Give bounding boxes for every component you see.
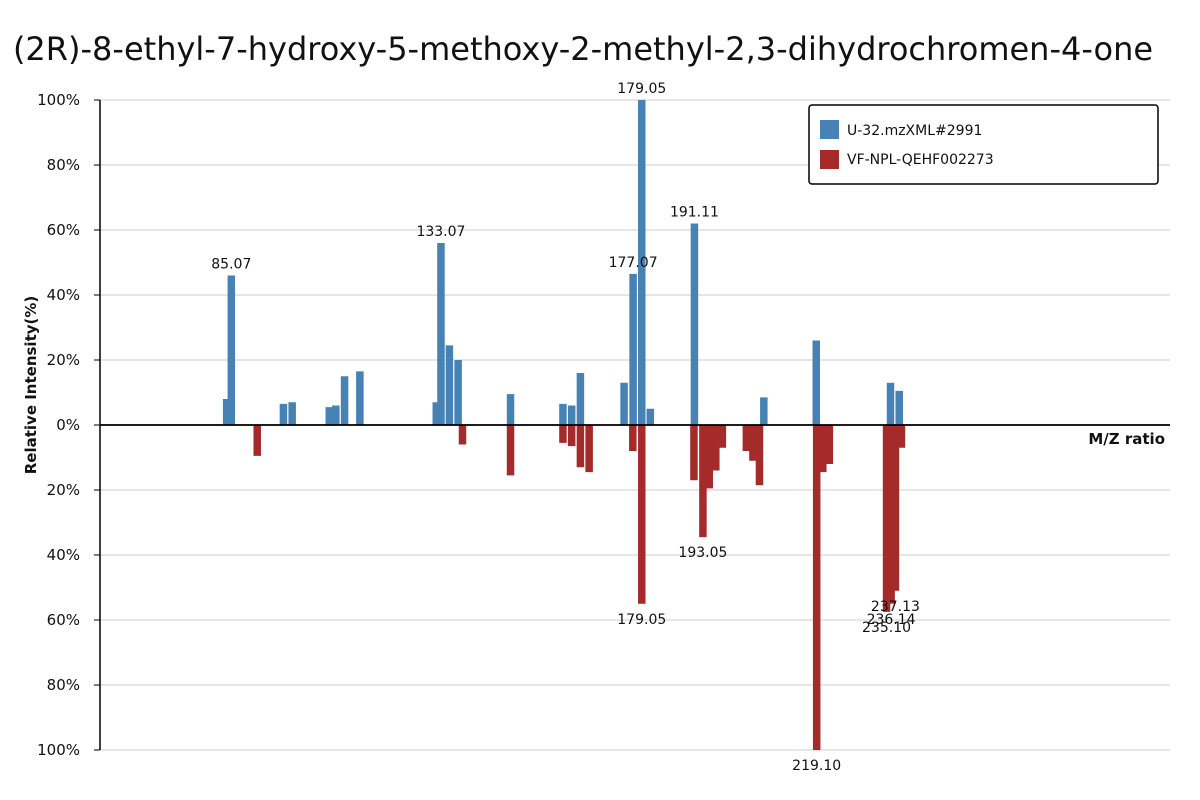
peak-label-top: 177.07 xyxy=(609,255,658,271)
peak-bar-top xyxy=(646,408,655,425)
legend-swatch-bottom xyxy=(820,150,839,169)
legend-swatch-top xyxy=(820,120,839,139)
peak-bar-top xyxy=(279,403,288,425)
peak-bar-top xyxy=(437,243,445,425)
peak-bar-bottom xyxy=(559,425,567,443)
legend-label-bottom: VF-NPL-QEHF002273 xyxy=(847,152,994,168)
peak-bar-top xyxy=(332,405,340,425)
peak-bar-bottom xyxy=(576,425,585,468)
peak-bar-top xyxy=(340,376,349,425)
peak-bar-bottom xyxy=(638,425,646,604)
chart-title: (2R)-8-ethyl-7-hydroxy-5-methoxy-2-methy… xyxy=(13,30,1153,68)
peak-bar-top xyxy=(445,345,454,425)
peak-bar-bottom xyxy=(742,425,751,451)
legend-label-top: U-32.mzXML#2991 xyxy=(847,123,982,139)
peak-bar-bottom xyxy=(891,425,900,591)
y-tick-label: 20% xyxy=(47,481,80,499)
peak-label-top: 191.11 xyxy=(670,205,719,221)
peak-bar-top xyxy=(222,399,231,425)
peak-bar-bottom xyxy=(718,425,727,448)
peak-bar-bottom xyxy=(812,425,821,750)
peak-bar-top xyxy=(638,100,646,425)
peak-bar-bottom xyxy=(749,425,757,461)
peak-bar-bottom xyxy=(253,425,261,456)
spectrum-bars xyxy=(222,100,906,750)
peak-bar-top xyxy=(559,403,567,425)
y-tick-label: 20% xyxy=(47,351,80,369)
peak-bar-top xyxy=(629,273,637,425)
peak-bar-bottom xyxy=(887,425,895,604)
peak-label-bottom: 193.05 xyxy=(678,545,727,561)
peak-label-top: 179.05 xyxy=(617,81,666,97)
legend-box xyxy=(808,104,1159,185)
y-tick-label: 80% xyxy=(47,156,80,174)
peak-bar-top xyxy=(432,402,441,425)
peak-label-bottom: 237.13 xyxy=(871,599,920,615)
peak-bar-top xyxy=(576,373,585,425)
peak-labels: 85.07 133.07 177.07 179.05 191.11 179.05 193.0… xyxy=(211,81,920,774)
peak-bar-bottom xyxy=(897,425,906,448)
peak-bar-top xyxy=(356,371,364,425)
peak-label-bottom: 236.14 xyxy=(867,612,916,628)
y-tick-label: 100% xyxy=(37,91,80,109)
peak-bar-top xyxy=(760,397,768,425)
peak-bar-top xyxy=(506,394,515,425)
y-tick-label: 40% xyxy=(47,286,80,304)
legend: U-32.mzXML#2991 VF-NPL-QEHF002273 xyxy=(808,104,1159,185)
peak-bar-top xyxy=(886,382,895,425)
peak-bar-top xyxy=(567,405,576,425)
y-tick-label: 80% xyxy=(47,676,80,694)
peak-bar-top xyxy=(325,407,334,425)
y-tick-label: 40% xyxy=(47,546,80,564)
peak-bar-bottom xyxy=(819,425,827,473)
peak-bar-bottom xyxy=(567,425,576,447)
peak-bar-bottom xyxy=(690,425,698,481)
peak-bar-bottom xyxy=(825,425,834,464)
x-axis-title: M/Z ratio xyxy=(1088,430,1165,448)
peak-bar-top xyxy=(690,223,699,425)
y-tick-label: 60% xyxy=(47,611,80,629)
peak-bar-bottom xyxy=(755,425,764,486)
peak-label-bottom: 235.10 xyxy=(862,620,911,636)
peak-bar-top xyxy=(812,340,820,425)
peak-label-bottom: 179.05 xyxy=(617,612,666,628)
peak-label-top: 133.07 xyxy=(416,224,465,240)
peak-label-bottom: 219.10 xyxy=(792,758,841,774)
peak-bar-top xyxy=(620,382,628,425)
peak-bar-top xyxy=(895,390,903,425)
y-axis-ticks: 100% 80% 60% 40% 20% 0% 20% 40% 60% 80% 100% xyxy=(37,91,100,759)
peak-bar-bottom xyxy=(882,425,891,612)
peak-bar-bottom xyxy=(585,425,593,473)
y-tick-label: 0% xyxy=(56,416,80,434)
peak-label-top: 85.07 xyxy=(211,257,251,273)
peak-bar-bottom xyxy=(629,425,637,451)
peak-bar-top xyxy=(288,402,296,425)
peak-bar-bottom xyxy=(699,425,707,538)
y-axis-title: Relative Intensity(%) xyxy=(22,296,40,475)
peak-bar-top xyxy=(454,360,462,425)
peak-bar-bottom xyxy=(506,425,515,476)
peak-bar-bottom xyxy=(458,425,467,445)
y-tick-label: 60% xyxy=(47,221,80,239)
y-tick-label: 100% xyxy=(37,741,80,759)
peak-bar-bottom xyxy=(712,425,720,471)
peak-bar-top xyxy=(227,275,236,425)
peak-bar-bottom xyxy=(705,425,713,489)
